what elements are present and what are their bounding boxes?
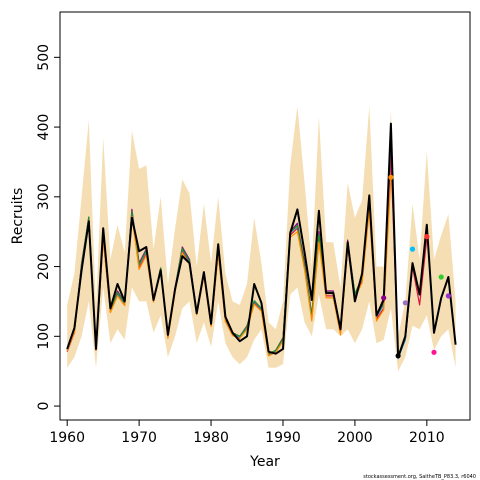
terminal-point-2010 — [424, 234, 430, 240]
y-tick-label-300: 300 — [36, 183, 52, 210]
terminal-point-2012 — [438, 274, 444, 280]
plot-frame — [59, 11, 471, 421]
series-line-0 — [66, 122, 457, 359]
terminal-point-2007 — [402, 300, 408, 306]
x-axis-title: Year — [249, 454, 280, 470]
y-tick-label-0: 0 — [36, 402, 52, 411]
x-tick-label-1970: 1970 — [121, 430, 157, 446]
x-tick-label-1990: 1990 — [265, 430, 301, 446]
terminal-point-2005 — [388, 174, 394, 180]
terminal-point-2006 — [395, 353, 401, 359]
terminal-point-2004 — [381, 295, 387, 301]
terminal-point-2011 — [431, 349, 437, 355]
x-tick-label-2000: 2000 — [337, 430, 373, 446]
x-axis: 1960 1970 1980 1990 2000 2010 — [49, 420, 445, 446]
terminal-point-2008 — [409, 246, 416, 252]
series-layer — [66, 122, 457, 360]
y-tick-label-400: 400 — [36, 114, 52, 141]
y-tick-label-100: 100 — [36, 323, 52, 350]
y-tick-label-200: 200 — [36, 253, 52, 280]
y-tick-label-500: 500 — [36, 44, 52, 71]
terminal-point-2013 — [445, 293, 451, 299]
y-axis-title: Recruits — [10, 188, 26, 245]
points-layer — [381, 174, 451, 359]
x-tick-label-2010: 2010 — [409, 430, 445, 446]
series-line-5 — [66, 177, 392, 357]
y-axis: 0 100 200 300 400 500 — [36, 44, 60, 411]
footnote: stockassessment.org, SaitheTB_P83.3, r60… — [363, 474, 476, 480]
x-tick-label-1980: 1980 — [193, 430, 229, 446]
x-tick-label-1960: 1960 — [49, 430, 85, 446]
